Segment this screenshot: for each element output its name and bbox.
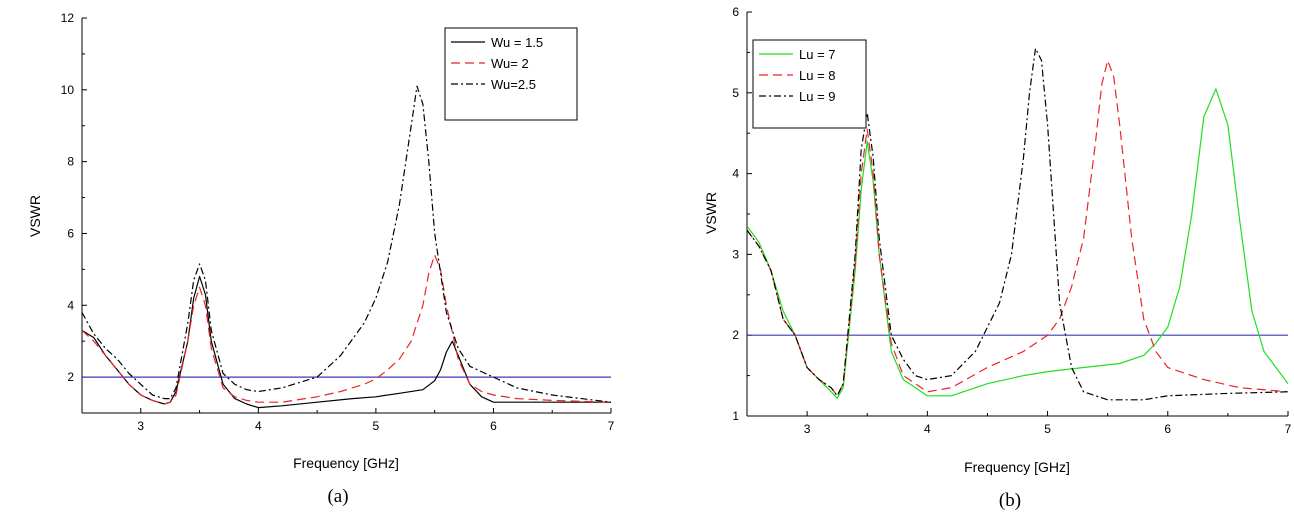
y-tick-label: 10 [61, 83, 75, 97]
legend-label: Wu=2.5 [491, 77, 536, 92]
series-line-1 [747, 88, 1288, 399]
y-tick-label: 2 [732, 328, 739, 342]
y-tick-label: 4 [732, 167, 739, 181]
legend-label: Lu = 7 [799, 47, 836, 62]
legend-label: Wu = 1.5 [491, 35, 543, 50]
legend-box [752, 39, 867, 129]
panel-caption: (a) [327, 486, 348, 507]
y-tick-label: 6 [732, 5, 739, 19]
y-tick-label: 4 [67, 298, 74, 312]
y-axis-label: VSWR [27, 195, 43, 237]
legend-label: Lu = 9 [799, 89, 836, 104]
legend-label: Wu= 2 [491, 56, 529, 71]
plot-area [82, 85, 611, 409]
x-tick-label: 5 [1044, 422, 1051, 436]
legend-box [444, 27, 578, 121]
x-tick-label: 6 [490, 419, 497, 433]
x-tick-label: 4 [924, 422, 931, 436]
legend: Lu = 7 Lu = 8 Lu = 9 [752, 39, 867, 129]
y-tick-label: 12 [61, 11, 75, 25]
y-tick-label: 2 [67, 370, 74, 384]
x-tick-label: 7 [608, 419, 615, 433]
plot-area [747, 47, 1288, 401]
x-tick-label: 3 [804, 422, 811, 436]
x-axis-label: Frequency [GHz] [964, 459, 1070, 475]
y-tick-label: 5 [732, 86, 739, 100]
y-tick-label: 3 [732, 247, 739, 261]
x-tick-label: 6 [1164, 422, 1171, 436]
legend: Wu = 1.5 Wu= 2 Wu=2.5 [444, 27, 578, 121]
x-tick-label: 5 [373, 419, 380, 433]
y-tick-label: 8 [67, 155, 74, 169]
chart-a: 3 4 5 6 7 2 4 6 8 10 12 Frequency [GHz] VSWR (a) Wu = … [27, 11, 615, 507]
series-line-3 [82, 85, 611, 403]
x-axis-label: Frequency [GHz] [293, 455, 399, 471]
x-tick-label: 3 [137, 419, 144, 433]
y-tick-label: 6 [67, 226, 74, 240]
series-line-1 [82, 275, 611, 409]
y-tick-label: 1 [732, 409, 739, 423]
y-axis-label: VSWR [703, 192, 719, 234]
legend-label: Lu = 8 [799, 68, 836, 83]
x-tick-label: 4 [255, 419, 262, 433]
x-tick-label: 7 [1285, 422, 1292, 436]
series-line-3 [747, 47, 1288, 401]
panel-caption: (b) [999, 490, 1021, 511]
series-line-2 [82, 254, 611, 405]
